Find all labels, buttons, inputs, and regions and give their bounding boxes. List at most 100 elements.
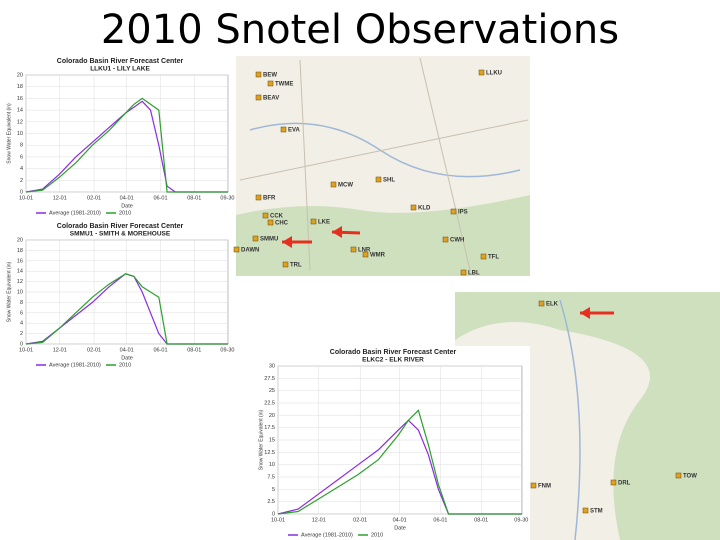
station-marker [255, 71, 262, 78]
x-axis-label: Date [394, 525, 406, 531]
station-label: CWH [450, 238, 464, 244]
station-marker [233, 246, 240, 253]
y-tick-label: 14 [17, 269, 23, 275]
legend-label: 2010 [371, 532, 383, 538]
map-forest [455, 292, 720, 540]
station-marker [262, 212, 269, 219]
station-label: BEW [263, 73, 277, 79]
y-tick-label: 25 [269, 388, 275, 394]
series-line [277, 409, 522, 515]
station-label: LKE [318, 220, 330, 226]
y-tick-label: 10 [17, 289, 23, 295]
station-label: DAWN [241, 248, 259, 254]
y-tick-label: 16 [17, 258, 23, 264]
x-tick-label: 04-01 [120, 195, 134, 201]
station-marker [410, 204, 417, 211]
series-line [25, 273, 228, 345]
y-axis-label: Snow Water Equivalent (in) [6, 261, 12, 322]
arrow-head [580, 307, 590, 319]
x-tick-label: 08-01 [187, 347, 201, 353]
x-tick-label: 09-30 [514, 517, 528, 523]
station-marker [478, 69, 485, 76]
x-tick-label: 06-01 [433, 517, 447, 523]
legend-label: Average (1981-2010) [301, 532, 353, 538]
y-tick-label: 6 [20, 154, 23, 160]
y-tick-label: 7.5 [267, 474, 275, 480]
y-tick-label: 18 [17, 248, 23, 254]
station-marker [582, 507, 589, 514]
station-marker [267, 219, 274, 226]
y-tick-label: 8 [20, 300, 23, 306]
map-river [249, 122, 521, 178]
station-marker [375, 176, 382, 183]
chart: Colorado Basin River Forecast CenterLLKU… [4, 55, 236, 218]
x-tick-label: 08-01 [187, 195, 201, 201]
chart-title: Colorado Basin River Forecast Center [330, 349, 457, 356]
station-marker [530, 482, 537, 489]
arrow-head [282, 236, 292, 248]
x-tick-label: 12-01 [53, 195, 67, 201]
y-tick-label: 10 [17, 131, 23, 137]
chart: Colorado Basin River Forecast CenterSMMU… [4, 220, 236, 370]
station-marker [255, 194, 262, 201]
y-tick-label: 22.5 [264, 400, 275, 406]
y-tick-label: 12 [17, 119, 23, 125]
chart-title: Colorado Basin River Forecast Center [57, 58, 184, 65]
y-tick-label: 15 [269, 437, 275, 443]
map-road [239, 57, 529, 271]
station-label: CCK [270, 214, 284, 220]
x-tick-label: 02-01 [87, 195, 101, 201]
station-label: LNR [358, 248, 371, 254]
station-label: TWME [275, 82, 293, 88]
station-marker [350, 246, 357, 253]
y-tick-label: 4 [20, 166, 23, 172]
station-label: CHC [275, 221, 289, 227]
map-1 [236, 56, 530, 276]
x-tick-label: 06-01 [153, 347, 167, 353]
station-marker [675, 472, 682, 479]
map-river [559, 299, 581, 540]
station-label: BFR [263, 196, 276, 202]
y-tick-label: 12 [17, 279, 23, 285]
chart-subtitle: LLKU1 - LILY LAKE [90, 66, 150, 73]
station-label: TFL [488, 255, 499, 261]
station-marker [480, 253, 487, 260]
station-label: LBL [468, 271, 480, 277]
y-tick-label: 0 [20, 341, 23, 347]
y-tick-label: 0 [272, 511, 275, 517]
station-label: SMMU [260, 237, 278, 243]
x-tick-label: 10-01 [19, 195, 33, 201]
y-tick-label: 20 [17, 72, 23, 78]
chart-title: Colorado Basin River Forecast Center [57, 223, 184, 230]
y-tick-label: 18 [17, 84, 23, 90]
station-label: KLD [418, 206, 431, 212]
y-tick-label: 20 [17, 237, 23, 243]
legend-label: 2010 [119, 362, 131, 368]
station-label: BEAV [263, 96, 279, 102]
station-label: STM [590, 509, 603, 515]
x-tick-label: 12-01 [53, 347, 67, 353]
chart: Colorado Basin River Forecast CenterELKC… [256, 346, 530, 540]
x-tick-label: 04-01 [393, 517, 407, 523]
station-marker [538, 300, 545, 307]
x-tick-label: 02-01 [87, 347, 101, 353]
y-tick-label: 14 [17, 108, 23, 114]
y-axis-label: Snow Water Equivalent (in) [258, 409, 264, 470]
y-tick-label: 4 [20, 321, 23, 327]
x-tick-label: 09-30 [220, 195, 234, 201]
x-tick-label: 10-01 [19, 347, 33, 353]
station-marker [280, 126, 287, 133]
y-tick-label: 2 [20, 331, 23, 337]
slide-title: 2010 Snotel Observations [101, 7, 619, 53]
station-label: FNM [538, 484, 551, 490]
station-marker [252, 235, 259, 242]
y-tick-label: 8 [20, 143, 23, 149]
station-marker [267, 80, 274, 87]
y-tick-label: 20 [269, 413, 275, 419]
chart-subtitle: SMMU1 - SMITH & MOREHOUSE [70, 231, 171, 238]
x-tick-label: 12-01 [312, 517, 326, 523]
x-tick-label: 06-01 [153, 195, 167, 201]
arrow-head [332, 226, 342, 238]
x-axis-label: Date [121, 203, 133, 209]
station-label: LLKU [486, 71, 502, 77]
